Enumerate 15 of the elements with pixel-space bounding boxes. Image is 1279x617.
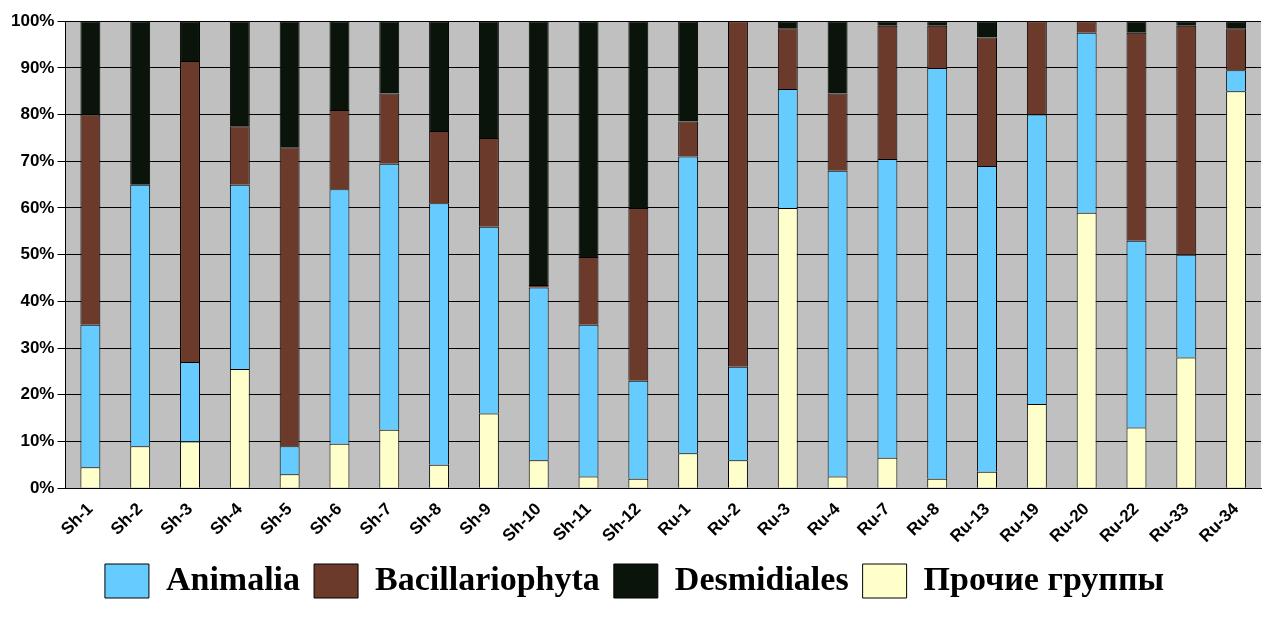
y-tick-label: 10% [20, 431, 55, 451]
y-tick-label: 0% [29, 477, 55, 497]
y-tick-label: 60% [20, 197, 55, 217]
y-tick-label: 100% [11, 10, 55, 30]
legend-label: Прочие группы [923, 559, 1165, 597]
legend-label: Desmidiales [674, 559, 849, 597]
y-tick-label: 70% [20, 150, 55, 170]
y-tick-label: 80% [20, 104, 55, 124]
y-tick-label: 20% [20, 384, 55, 404]
legend-label: Animalia [165, 559, 301, 597]
y-tick-label: 90% [20, 57, 55, 77]
y-tick-label: 30% [20, 337, 55, 357]
y-tick-label: 40% [20, 291, 55, 311]
legend-label: Bacillariophyta [375, 559, 600, 597]
y-tick-label: 50% [20, 244, 55, 264]
